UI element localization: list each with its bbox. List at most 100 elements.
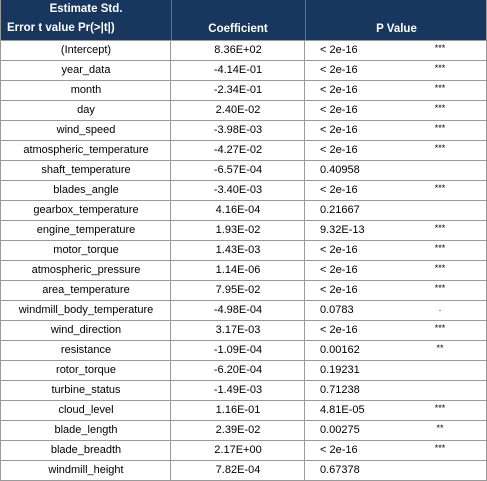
column-divider [304,40,305,481]
variable-name: resistance [60,344,112,356]
table-row: wind_direction 3.17E-03 < 2e-16 *** [1,320,486,340]
variable-name: (Intercept) [60,44,112,56]
significance-code: *** [434,83,446,93]
table-row: turbine_status -1.49E-03 0.71238 [1,380,486,400]
table-header: Estimate Std. Error t value Pr(>|t|) Coe… [1,0,486,40]
table-row: engine_temperature 1.93E-02 9.32E-13 *** [1,220,486,240]
variable-name: windmill_body_temperature [18,304,154,316]
table-row: motor_torque 1.43E-03 < 2e-16 *** [1,240,486,260]
header-coefficient: Coefficient [208,23,268,35]
coefficient-value: 8.36E+02 [214,44,262,56]
p-value: 0.0783 [320,304,354,316]
p-value: < 2e-16 [320,244,358,256]
variable-name: atmospheric_pressure [31,264,141,276]
p-value: < 2e-16 [320,184,358,196]
p-value: 0.67378 [320,464,360,476]
significance-code: *** [434,43,446,53]
table-row: blades_angle -3.40E-03 < 2e-16 *** [1,180,486,200]
significance-code: ** [436,343,444,353]
coefficient-value: -6.20E-04 [213,364,263,376]
table-row: blade_length 2.39E-02 0.00275 ** [1,420,486,440]
significance-code: . [438,303,442,313]
table-row: cloud_level 1.16E-01 4.81E-05 *** [1,400,486,420]
variable-name: motor_torque [53,244,119,256]
header-estimate-line2: Error t value Pr(>|t|) [7,22,115,34]
significance-code: *** [434,143,446,153]
table-body: (Intercept) 8.36E+02 < 2e-16 *** year_data -4… [1,40,486,481]
variable-name: turbine_status [51,384,121,396]
table-row: windmill_body_temperature -4.98E-04 0.0783… [1,300,486,320]
header-estimate-column: Estimate Std. Error t value Pr(>|t|) [1,0,171,40]
p-value: < 2e-16 [320,84,358,96]
p-value: < 2e-16 [320,444,358,456]
coefficient-value: 1.93E-02 [215,224,261,236]
coefficient-value: 2.39E-02 [215,424,261,436]
table-row: atmospheric_pressure 1.14E-06 < 2e-16 *** [1,260,486,280]
variable-name: area_temperature [42,284,130,296]
p-value: 0.00275 [320,424,360,436]
table-row: (Intercept) 8.36E+02 < 2e-16 *** [1,40,486,60]
coefficient-value: 4.16E-04 [215,204,261,216]
p-value: < 2e-16 [320,124,358,136]
table-row: resistance -1.09E-04 0.00162 ** [1,340,486,360]
p-value: 0.19231 [320,364,360,376]
column-divider [170,40,171,481]
p-value: < 2e-16 [320,144,358,156]
significance-code: *** [434,223,446,233]
significance-code: *** [434,263,446,273]
table-row: rotor_torque -6.20E-04 0.19231 [1,360,486,380]
table-row: blade_breadth 2.17E+00 < 2e-16 *** [1,440,486,460]
header-p-value: P Value [376,23,417,35]
coefficient-value: 7.82E-04 [215,464,261,476]
variable-name: windmill_height [48,464,124,476]
coefficient-value: -2.34E-01 [213,84,263,96]
table-row: shaft_temperature -6.57E-04 0.40958 [1,160,486,180]
variable-name: wind_speed [56,124,116,136]
coefficient-value: -3.40E-03 [213,184,263,196]
significance-code: *** [434,323,446,333]
variable-name: year_data [61,64,111,76]
significance-code: *** [434,123,446,133]
p-value: 4.81E-05 [320,404,365,416]
p-value: < 2e-16 [320,104,358,116]
variable-name: cloud_level [58,404,114,416]
coefficient-value: 2.40E-02 [215,104,261,116]
p-value: < 2e-16 [320,64,358,76]
variable-name: wind_direction [50,324,122,336]
table-row: day 2.40E-02 < 2e-16 *** [1,100,486,120]
header-divider [305,0,306,40]
table-row: area_temperature 7.95E-02 < 2e-16 *** [1,280,486,300]
coefficient-value: -4.14E-01 [213,64,263,76]
p-value: 9.32E-13 [320,224,365,236]
significance-code: ** [436,423,444,433]
p-value: < 2e-16 [320,264,358,276]
p-value: 0.00162 [320,344,360,356]
table-row: windmill_height 7.82E-04 0.67378 [1,460,486,481]
variable-name: blade_length [54,424,118,436]
significance-code: *** [434,103,446,113]
significance-code: *** [434,63,446,73]
significance-code: *** [434,283,446,293]
table-row: month -2.34E-01 < 2e-16 *** [1,80,486,100]
p-value: < 2e-16 [320,44,358,56]
coefficient-value: 1.14E-06 [215,264,261,276]
coefficient-value: 2.17E+00 [214,444,262,456]
table-row: gearbox_temperature 4.16E-04 0.21667 [1,200,486,220]
table-row: year_data -4.14E-01 < 2e-16 *** [1,60,486,80]
header-divider [171,0,172,40]
coefficient-value: 7.95E-02 [215,284,261,296]
variable-name: month [70,84,102,96]
coefficient-value: -3.98E-03 [213,124,263,136]
p-value: 0.21667 [320,204,360,216]
p-value: < 2e-16 [320,324,358,336]
coefficient-value: 1.43E-03 [215,244,261,256]
variable-name: day [77,104,95,116]
variable-name: gearbox_temperature [33,204,139,216]
p-value: < 2e-16 [320,284,358,296]
coefficient-value: -4.98E-04 [213,304,263,316]
significance-code: *** [434,243,446,253]
variable-name: blades_angle [53,184,119,196]
table-row: wind_speed -3.98E-03 < 2e-16 *** [1,120,486,140]
variable-name: shaft_temperature [41,164,131,176]
